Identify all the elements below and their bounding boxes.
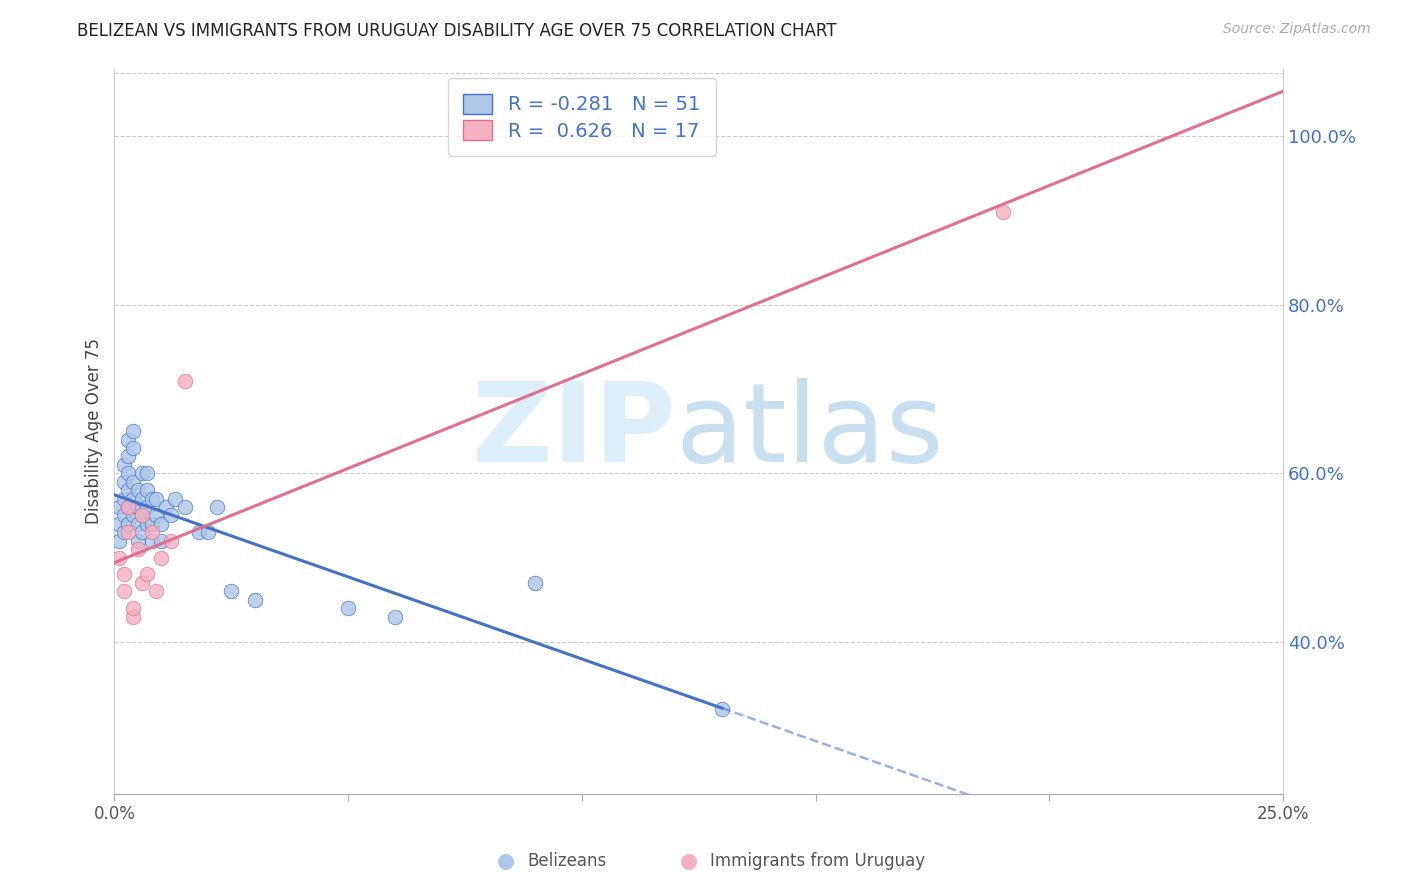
Point	[112, 584, 135, 599]
Point	[150, 516, 173, 531]
Point	[131, 575, 153, 590]
Point	[337, 601, 360, 615]
Point	[711, 702, 734, 716]
Point	[117, 483, 139, 497]
Text: BELIZEAN VS IMMIGRANTS FROM URUGUAY DISABILITY AGE OVER 75 CORRELATION CHART: BELIZEAN VS IMMIGRANTS FROM URUGUAY DISA…	[77, 22, 837, 40]
Point	[165, 491, 187, 506]
Point	[112, 458, 135, 472]
Point	[127, 500, 149, 514]
Point	[112, 491, 135, 506]
Point	[122, 491, 145, 506]
Point	[991, 205, 1014, 219]
Point	[117, 433, 139, 447]
Point	[108, 516, 131, 531]
Point	[122, 508, 145, 523]
Text: ●: ●	[681, 851, 697, 871]
Text: ZIP: ZIP	[472, 377, 675, 484]
Point	[112, 475, 135, 489]
Point	[197, 525, 219, 540]
Point	[117, 467, 139, 481]
Point	[108, 500, 131, 514]
Point	[136, 567, 159, 582]
Point	[159, 533, 181, 548]
Point	[145, 491, 167, 506]
Point	[155, 500, 177, 514]
Point	[141, 525, 163, 540]
Point	[117, 516, 139, 531]
Point	[131, 508, 153, 523]
Point	[122, 424, 145, 438]
Point	[127, 533, 149, 548]
Point	[122, 441, 145, 455]
Point	[131, 491, 153, 506]
Point	[136, 467, 159, 481]
Point	[187, 525, 209, 540]
Point	[141, 516, 163, 531]
Point	[173, 374, 195, 388]
Y-axis label: Disability Age Over 75: Disability Age Over 75	[86, 338, 103, 524]
Point	[117, 525, 139, 540]
Point	[384, 609, 406, 624]
Point	[127, 483, 149, 497]
Point	[112, 508, 135, 523]
Point	[150, 533, 173, 548]
Point	[207, 500, 229, 514]
Point	[136, 483, 159, 497]
Point	[145, 584, 167, 599]
Point	[150, 550, 173, 565]
Point	[141, 491, 163, 506]
Point	[131, 467, 153, 481]
Point	[243, 592, 266, 607]
Point	[117, 450, 139, 464]
Point	[122, 609, 145, 624]
Point	[131, 508, 153, 523]
Point	[141, 533, 163, 548]
Point	[131, 525, 153, 540]
Point	[159, 508, 181, 523]
Point	[127, 516, 149, 531]
Text: Belizeans: Belizeans	[527, 852, 606, 870]
Text: atlas: atlas	[675, 377, 943, 484]
Point	[122, 601, 145, 615]
Text: Source: ZipAtlas.com: Source: ZipAtlas.com	[1223, 22, 1371, 37]
Point	[117, 500, 139, 514]
Point	[112, 567, 135, 582]
Point	[127, 542, 149, 557]
Point	[108, 533, 131, 548]
Point	[136, 500, 159, 514]
Point	[173, 500, 195, 514]
Point	[112, 525, 135, 540]
Point	[145, 508, 167, 523]
Point	[136, 516, 159, 531]
Point	[524, 575, 547, 590]
Point	[122, 475, 145, 489]
Point	[219, 584, 242, 599]
Text: ●: ●	[498, 851, 515, 871]
Point	[108, 550, 131, 565]
Text: Immigrants from Uruguay: Immigrants from Uruguay	[710, 852, 925, 870]
Legend: R = -0.281   N = 51, R =  0.626   N = 17: R = -0.281 N = 51, R = 0.626 N = 17	[447, 78, 716, 156]
Point	[117, 500, 139, 514]
